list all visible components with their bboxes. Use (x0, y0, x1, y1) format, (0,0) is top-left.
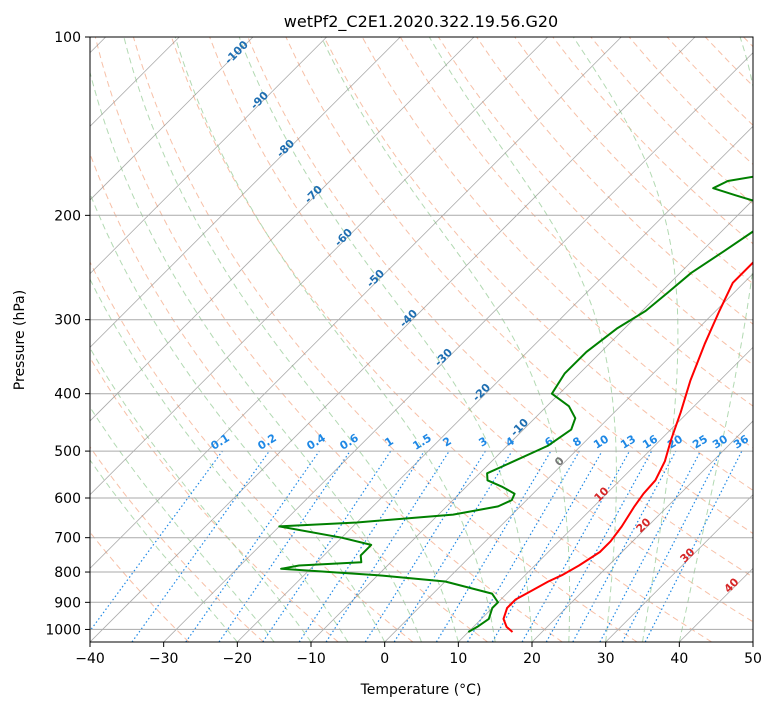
x-tick-label: 50 (744, 651, 762, 667)
moist-adiabats (90, 37, 753, 642)
x-tick-label: −20 (223, 651, 253, 667)
chart-title: wetPf2_C2E1.2020.322.19.56.G20 (284, 12, 558, 32)
y-tick-label: 300 (54, 313, 81, 329)
isotherm-line (237, 125, 753, 642)
dry-adiabat-line (90, 260, 414, 642)
dewpoint-profile-line (278, 175, 753, 633)
dry-adiabat-line (514, 37, 753, 285)
isotherm-line (90, 37, 475, 422)
dry-adiabat-line (171, 37, 712, 642)
moist-adiabat-line (238, 37, 533, 642)
x-tick-label: 40 (670, 651, 688, 667)
moist-adiabat-line (90, 406, 275, 642)
y-tick-label: 1000 (45, 622, 81, 638)
y-tick-label: 800 (54, 565, 81, 581)
x-tick-label: −30 (149, 651, 179, 667)
mixing-ratio-line (521, 450, 631, 642)
dry-adiabat-line (209, 37, 753, 623)
mixing-ratio-line (218, 450, 351, 642)
x-axis-label: Temperature (°C) (360, 682, 482, 698)
mixing-ratio-line (491, 450, 603, 642)
x-tick-label: 30 (597, 651, 615, 667)
plot-frame (89, 36, 754, 643)
mixing-ratio-line (466, 450, 580, 642)
isotherm-line (90, 37, 254, 201)
isotherm-line (531, 420, 753, 642)
x-axis-ticks: −40 −30 −20 −10 0 10 20 30 40 50 (75, 642, 762, 667)
series-group (278, 175, 753, 633)
moist-adiabat-line (90, 278, 349, 642)
moist-adiabat-line (174, 37, 496, 642)
y-axis-label: Pressure (hPa) (12, 290, 28, 390)
isotherm-line (384, 273, 753, 642)
pressure-gridlines (90, 37, 753, 630)
dry-adiabat-line (323, 37, 753, 491)
y-tick-label: 100 (54, 30, 81, 46)
moist-adiabat-line (572, 37, 679, 642)
dry-adiabat-line (90, 356, 339, 642)
isotherm-line (605, 494, 753, 642)
isotherm-line (310, 199, 753, 642)
y-tick-label: 200 (54, 208, 81, 224)
mixing-ratio-line (185, 450, 320, 642)
mixing-ratio-line (393, 450, 513, 642)
dry-adiabats (90, 37, 753, 642)
x-tick-label: −10 (296, 651, 326, 667)
moist-adiabat-line (428, 37, 617, 642)
dry-adiabat-line (247, 37, 753, 578)
x-tick-label: −40 (75, 651, 105, 667)
isotherm-line (90, 37, 401, 348)
y-tick-label: 500 (54, 444, 81, 460)
dry-adiabat-line (94, 37, 563, 642)
moist-adiabat-line (90, 70, 422, 642)
y-tick-label: 600 (54, 491, 81, 507)
moist-adiabat-line (90, 192, 386, 642)
mixing-ratio-line (572, 450, 677, 642)
isotherm-line (163, 52, 753, 642)
dry-adiabat-line (476, 37, 753, 325)
y-tick-label: 400 (54, 387, 81, 403)
y-axis-ticks: 100 200 300 400 500 600 700 800 900 1000 (45, 30, 90, 638)
isotherm-line (90, 37, 696, 642)
x-tick-label: 0 (380, 651, 389, 667)
x-tick-label: 20 (523, 651, 541, 667)
y-tick-label: 900 (54, 595, 81, 611)
moist-adiabat-line (678, 37, 753, 642)
mixing-ratio-lines (90, 450, 743, 642)
y-tick-label: 700 (54, 531, 81, 547)
isotherm-line (90, 37, 548, 496)
isotherm-line (90, 37, 327, 275)
mixing-ratio-line (325, 450, 450, 642)
isotherm-line (458, 346, 753, 642)
isotherms (90, 37, 753, 642)
background-lines (90, 37, 753, 642)
dry-adiabat-line (132, 37, 638, 642)
moist-adiabat-line (123, 37, 459, 642)
mixing-ratio-line (545, 450, 653, 642)
isotherm-line (90, 37, 622, 569)
x-tick-label: 10 (449, 651, 467, 667)
temperature-profile-line (502, 261, 753, 633)
dry-adiabat-line (285, 37, 753, 535)
dry-adiabat-line (90, 446, 264, 642)
moist-adiabat-line (90, 459, 238, 642)
mixing-ratio-line (435, 450, 552, 642)
mixing-ratio-line (364, 450, 486, 642)
